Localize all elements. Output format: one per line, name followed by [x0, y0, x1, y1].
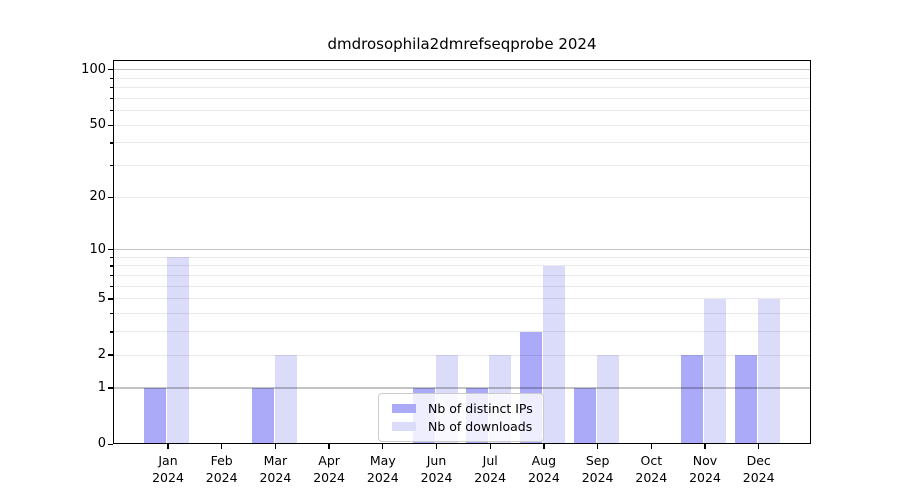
legend-label-downloads: Nb of downloads: [428, 418, 533, 434]
y-tick-label-10: 10: [89, 241, 106, 257]
y-gridline-minor-3: [113, 331, 811, 333]
bar-distinct-ips-mar: [251, 388, 274, 445]
legend-item-distinct-ips: Nb of distinct IPs: [392, 400, 533, 417]
x-tick-mar: [274, 444, 277, 450]
y-gridline-minor-20: [113, 196, 811, 198]
chart-title: dmdrosophila2dmrefseqprobe 2024: [327, 35, 597, 53]
legend: Nb of distinct IPs Nb of downloads: [378, 392, 544, 442]
x-tick-apr: [328, 444, 330, 450]
legend-swatch-downloads-icon: [392, 421, 416, 431]
y-gridline-minor-50: [113, 124, 811, 126]
y-gridline-minor-8: [113, 265, 811, 267]
y-minor-tick-20: [110, 196, 113, 198]
x-tick-label-oct: Oct 2024: [635, 453, 668, 485]
y-gridline-minor-4: [113, 313, 811, 315]
y-minor-tick-6: [110, 285, 113, 288]
y-tick-label-0: 0: [97, 436, 106, 452]
legend-swatch-distinct-ips-icon: [392, 403, 416, 413]
x-tick-label-may: May 2024: [366, 453, 399, 485]
y-tick-label-2: 2: [97, 347, 106, 363]
y-gridline-minor-6: [113, 285, 811, 287]
x-tick-label-mar: Mar 2024: [259, 453, 292, 485]
bar-downloads-mar: [274, 355, 297, 445]
x-tick-dec: [758, 444, 760, 450]
y-minor-tick-4: [110, 313, 113, 315]
x-tick-aug: [543, 444, 545, 450]
bar-distinct-ips-dec: [734, 355, 757, 445]
y-minor-tick-60: [110, 110, 113, 112]
y-gridline-minor-2: [113, 354, 811, 356]
x-tick-label-feb: Feb 2024: [205, 453, 238, 485]
x-tick-may: [382, 444, 384, 450]
x-tick-label-jan: Jan 2024: [152, 453, 184, 485]
y-minor-tick-50: [110, 124, 113, 126]
x-tick-label-aug: Aug 2024: [527, 453, 560, 485]
y-gridline-minor-80: [113, 87, 811, 89]
y-minor-tick-40: [110, 142, 113, 144]
y-tick-label-5: 5: [97, 290, 106, 306]
y-tick-label-100: 100: [81, 61, 106, 77]
y-gridline-minor-90: [113, 77, 811, 79]
y-tick-label-50: 50: [89, 117, 106, 133]
y-minor-tick-7: [110, 275, 113, 277]
x-tick-label-apr: Apr 2024: [313, 453, 345, 485]
y-gridline-minor-60: [113, 110, 811, 112]
bar-downloads-nov: [704, 298, 727, 445]
y-minor-tick-80: [110, 87, 113, 89]
y-tick-100: [107, 69, 113, 71]
x-tick-jul: [489, 444, 491, 450]
y-tick-label-1: 1: [97, 380, 106, 396]
legend-label-distinct-ips: Nb of distinct IPs: [428, 400, 533, 416]
y-tick-1: [107, 387, 113, 389]
x-tick-label-jun: Jun 2024: [420, 453, 453, 485]
y-gridline-major-1: [113, 387, 811, 389]
y-minor-tick-3: [110, 331, 113, 333]
y-minor-tick-2: [110, 354, 113, 356]
y-gridline-major-10: [113, 249, 811, 251]
bar-distinct-ips-jan: [144, 388, 167, 445]
x-tick-oct: [650, 444, 652, 450]
y-gridline-minor-30: [113, 165, 811, 167]
bar-downloads-sep: [596, 355, 619, 445]
bar-distinct-ips-sep: [573, 388, 596, 445]
x-tick-jun: [435, 444, 438, 450]
y-gridline-minor-7: [113, 275, 811, 276]
y-gridline-minor-9: [113, 256, 811, 258]
x-tick-label-sep: Sep 2024: [581, 453, 614, 485]
y-gridline-minor-70: [113, 97, 811, 99]
y-gridline-minor-40: [113, 142, 811, 144]
y-minor-tick-9: [110, 256, 113, 259]
x-tick-jan: [167, 444, 169, 450]
legend-item-downloads: Nb of downloads: [392, 418, 533, 435]
x-tick-label-dec: Dec 2024: [742, 453, 775, 485]
y-minor-tick-90: [110, 77, 113, 79]
y-gridline-minor-5: [113, 298, 811, 300]
bar-downloads-aug: [543, 265, 566, 445]
bar-distinct-ips-nov: [681, 355, 704, 445]
y-minor-tick-8: [110, 265, 113, 267]
x-tick-sep: [596, 444, 599, 450]
x-tick-nov: [704, 444, 706, 450]
x-tick-label-nov: Nov 2024: [689, 453, 721, 485]
y-tick-10: [107, 249, 113, 251]
x-tick-feb: [221, 444, 223, 450]
bar-downloads-jan: [167, 257, 190, 445]
y-tick-0: [107, 443, 113, 445]
y-minor-tick-5: [110, 298, 113, 300]
y-gridline-major-100: [113, 69, 811, 71]
y-minor-tick-30: [110, 165, 113, 167]
x-tick-label-jul: Jul 2024: [474, 453, 507, 485]
bar-downloads-dec: [757, 298, 780, 445]
y-minor-tick-70: [110, 97, 113, 100]
y-tick-label-20: 20: [89, 189, 106, 205]
